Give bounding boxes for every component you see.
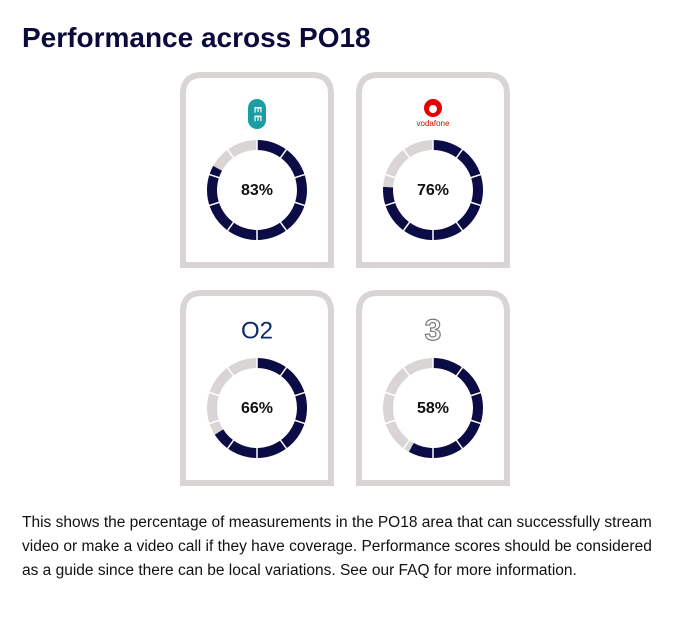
gauge-gap bbox=[292, 419, 307, 425]
gauge-gap bbox=[454, 365, 465, 378]
gauge-gap bbox=[225, 365, 236, 378]
gauge-gap bbox=[225, 220, 236, 233]
card-border bbox=[356, 72, 510, 268]
card-border bbox=[356, 290, 510, 486]
gauge-gap bbox=[292, 173, 307, 179]
operator-logo: O2 bbox=[241, 317, 273, 344]
gauge-gap bbox=[401, 220, 412, 233]
card-border bbox=[180, 72, 334, 268]
gauge-gap bbox=[292, 201, 307, 207]
operator-logo: 3 bbox=[425, 314, 442, 347]
gauge-fill bbox=[408, 358, 483, 458]
operator-card: O2 66% bbox=[180, 290, 334, 486]
operator-logo: vodafone bbox=[417, 119, 450, 128]
gauge-gap bbox=[292, 391, 307, 397]
gauge-gap bbox=[383, 391, 398, 397]
gauge-gap bbox=[468, 173, 483, 179]
gauge-gap bbox=[468, 201, 483, 207]
gauge-label: 66% bbox=[241, 400, 273, 417]
gauge-gap bbox=[207, 419, 222, 425]
gauge-fill bbox=[383, 140, 483, 240]
logo-badge bbox=[248, 99, 266, 129]
gauge-gap bbox=[207, 391, 222, 397]
gauge-gap bbox=[383, 201, 398, 207]
description: This shows the percentage of measurement… bbox=[22, 514, 652, 579]
gauge-gap bbox=[468, 391, 483, 397]
gauge-gap bbox=[401, 147, 412, 160]
gauge-gap bbox=[278, 220, 289, 233]
operator-card: 3 58% bbox=[356, 290, 510, 486]
cards: EE 83% vodafone 76% O2 66% 3 58% bbox=[180, 72, 510, 486]
card-border bbox=[180, 290, 334, 486]
gauge-gap bbox=[225, 147, 236, 160]
operator-logo: EE bbox=[251, 106, 262, 123]
gauge-gap bbox=[454, 220, 465, 233]
gauge-gap bbox=[401, 438, 412, 451]
gauge-gap bbox=[401, 365, 412, 378]
gauge-fill bbox=[214, 358, 307, 458]
gauge-gap bbox=[383, 173, 398, 179]
gauge-gap bbox=[207, 173, 222, 179]
gauge-gap bbox=[278, 147, 289, 160]
gauge-gap bbox=[225, 438, 236, 451]
operator-card: EE 83% bbox=[180, 72, 334, 268]
gauge-gap bbox=[454, 147, 465, 160]
gauge-gap bbox=[454, 438, 465, 451]
gauge-fill bbox=[207, 140, 307, 240]
gauge-gap bbox=[468, 419, 483, 425]
gauge-gap bbox=[278, 365, 289, 378]
gauge-label: 76% bbox=[417, 182, 449, 199]
logo-mark bbox=[429, 105, 437, 113]
gauge-gap bbox=[383, 419, 398, 425]
gauge-label: 83% bbox=[241, 182, 273, 199]
page-title: Performance across PO18 bbox=[22, 22, 371, 53]
operator-card: vodafone 76% bbox=[356, 72, 510, 268]
gauge-label: 58% bbox=[417, 400, 449, 417]
gauge-gap bbox=[207, 201, 222, 207]
gauge-gap bbox=[278, 438, 289, 451]
